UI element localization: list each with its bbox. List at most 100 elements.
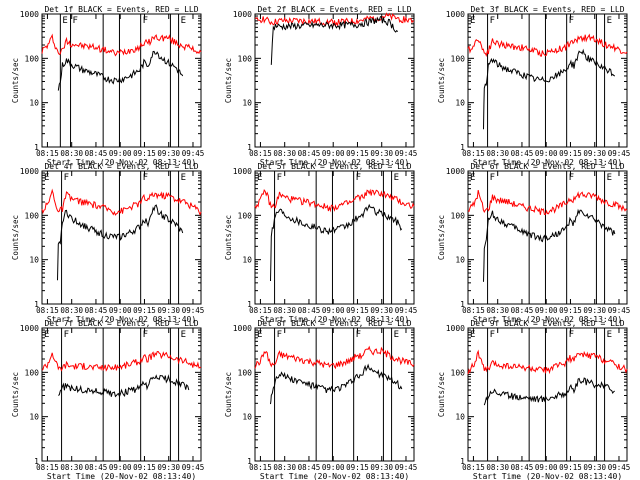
y-tick-label: 10 — [242, 256, 252, 265]
x-tick-label: 09:00 — [535, 463, 558, 472]
x-axis-label: Start Time (20-Nov-02 08:13:40) — [260, 472, 409, 480]
x-tick-label: 09:15 — [346, 306, 369, 315]
x-tick-label: 09:15 — [559, 149, 582, 158]
y-tick-label: 1 — [247, 143, 252, 152]
x-tick-label: 09:45 — [608, 149, 631, 158]
series-lld-line — [41, 188, 202, 216]
y-tick-label: 1000 — [446, 324, 465, 333]
chart-panel-6: Det 6f BLACK = Events, RED = LLD 1 10 100 10… — [437, 162, 630, 324]
x-axis-label: Start Time (20-Nov-02 08:13:40) — [260, 315, 409, 324]
y-axis-label: Counts/sec — [11, 58, 20, 103]
plot-frame — [467, 13, 628, 148]
chart-panel-8: Det 8f BLACK = Events, RED = LLD 1 10 100 10… — [224, 319, 417, 480]
x-tick-label: 08:15 — [462, 306, 485, 315]
marker-label: E — [394, 173, 399, 183]
y-tick-label: 100 — [238, 211, 253, 220]
x-tick-label: 08:45 — [511, 149, 534, 158]
plot-frame — [254, 170, 415, 305]
marker-label: E — [470, 330, 475, 340]
x-tick-label: 09:30 — [370, 306, 393, 315]
y-tick-label: 1 — [460, 143, 465, 152]
series-lld-line — [41, 33, 202, 57]
x-tick-label: 08:15 — [249, 306, 272, 315]
x-tick-label: 09:00 — [535, 306, 558, 315]
y-tick-label: 100 — [451, 54, 466, 63]
chart-title: Det 7f BLACK = Events, RED = LLD — [44, 319, 198, 328]
marker-label: F — [490, 330, 495, 340]
x-tick-label: 08:45 — [298, 149, 321, 158]
marker-label: F — [143, 16, 148, 26]
x-axis-label: Start Time (20-Nov-02 08:13:40) — [47, 158, 196, 167]
series-events-line — [57, 204, 184, 281]
y-tick-label: 1 — [460, 300, 465, 309]
marker-label: F — [64, 330, 69, 340]
series-lld-line — [254, 345, 415, 370]
marker-label: E — [62, 16, 67, 26]
series-events-line — [57, 50, 184, 91]
series-lld-line — [467, 189, 628, 215]
marker-label: F — [143, 330, 148, 340]
x-tick-label: 09:00 — [322, 306, 345, 315]
marker-label: E — [394, 330, 399, 340]
x-tick-label: 09:45 — [395, 306, 418, 315]
marker-label: F — [277, 330, 282, 340]
chart-panel-7: Det 7f BLACK = Events, RED = LLD 1 10 100 10… — [11, 319, 204, 480]
x-tick-label: 08:45 — [85, 149, 108, 158]
y-tick-label: 10 — [29, 256, 39, 265]
plot-frame — [41, 13, 202, 148]
chart-panel-2: Det 2f BLACK = Events, RED = LLD 1 10 100 10… — [224, 5, 417, 167]
y-tick-label: 1 — [247, 457, 252, 466]
y-tick-label: 10 — [455, 256, 465, 265]
chart-title: Det 6f BLACK = Events, RED = LLD — [470, 162, 624, 171]
x-tick-label: 09:15 — [559, 306, 582, 315]
series-lld-line — [254, 12, 415, 28]
x-tick-label: 09:45 — [608, 306, 631, 315]
x-tick-label: 09:15 — [346, 463, 369, 472]
y-axis-label: Counts/sec — [11, 372, 20, 417]
y-tick-label: 10 — [242, 413, 252, 422]
x-tick-label: 09:45 — [395, 463, 418, 472]
marker-label: E — [607, 330, 612, 340]
chart-title: Det 8f BLACK = Events, RED = LLD — [257, 319, 411, 328]
series-events-line — [483, 48, 616, 130]
series-lld-line — [467, 349, 628, 375]
y-tick-label: 1000 — [20, 10, 39, 19]
marker-label: F — [73, 16, 78, 26]
x-tick-label: 08:30 — [273, 306, 296, 315]
y-tick-label: 100 — [25, 211, 40, 220]
x-tick-label: 08:30 — [486, 149, 509, 158]
x-tick-label: 09:15 — [346, 149, 369, 158]
y-tick-label: 1 — [34, 143, 39, 152]
y-tick-label: 1000 — [233, 167, 252, 176]
plot-frame — [467, 327, 628, 462]
x-tick-label: 08:45 — [85, 306, 108, 315]
chart-panel-3: Det 3f BLACK = Events, RED = LLD 1 10 100 10… — [437, 5, 630, 167]
x-tick-label: 08:45 — [85, 463, 108, 472]
series-events-line — [270, 203, 403, 282]
x-axis-label: Start Time (20-Nov-02 08:13:40) — [473, 315, 622, 324]
y-tick-label: 1 — [247, 300, 252, 309]
y-tick-label: 10 — [29, 413, 39, 422]
series-events-line — [270, 363, 403, 405]
y-tick-label: 10 — [29, 99, 39, 108]
x-tick-label: 09:00 — [109, 306, 132, 315]
x-tick-label: 09:30 — [157, 149, 180, 158]
series-lld-line — [41, 350, 202, 372]
x-tick-label: 09:00 — [109, 149, 132, 158]
marker-label: E — [257, 173, 262, 183]
marker-label: F — [64, 173, 69, 183]
x-tick-label: 08:15 — [249, 149, 272, 158]
x-tick-label: 09:45 — [182, 306, 205, 315]
x-tick-label: 08:15 — [36, 149, 59, 158]
y-axis-label: Counts/sec — [224, 215, 233, 260]
marker-label: E — [470, 173, 475, 183]
y-tick-label: 100 — [238, 368, 253, 377]
y-tick-label: 1 — [460, 457, 465, 466]
x-axis-label: Start Time (20-Nov-02 08:13:40) — [47, 315, 196, 324]
x-tick-label: 08:30 — [486, 463, 509, 472]
x-tick-label: 08:30 — [486, 306, 509, 315]
series-lld-line — [467, 33, 628, 58]
x-tick-label: 09:15 — [559, 463, 582, 472]
x-tick-label: 09:30 — [157, 306, 180, 315]
marker-label: F — [490, 173, 495, 183]
